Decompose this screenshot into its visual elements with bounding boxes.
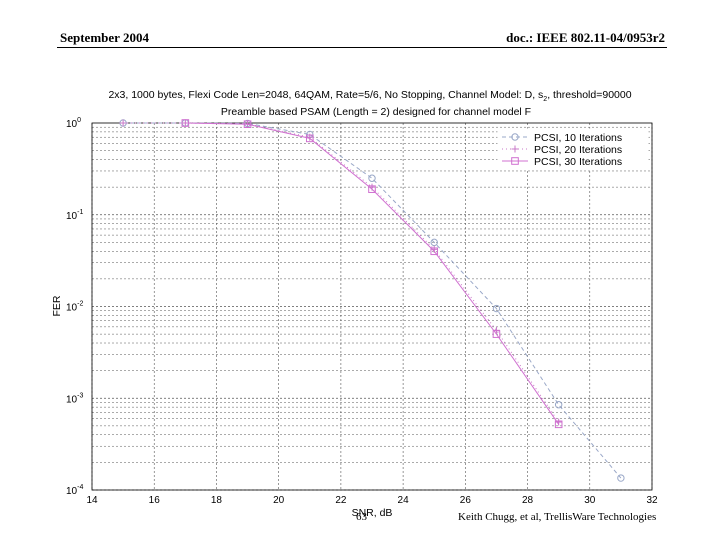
data-point-square [430,247,439,256]
y-tick-label: 100 [66,117,81,130]
data-point-plus [555,418,563,426]
plot-frame [91,122,653,491]
data-point-circle [492,304,501,313]
x-tick-label: 26 [460,495,472,506]
y-tick-label: 10-2 [66,301,83,314]
header-doc-id: doc.: IEEE 802.11-04/0953r2 [506,30,665,45]
x-axis-label: SNR, dB [352,507,393,519]
x-tick-label: 18 [211,495,223,506]
legend-label: PCSI, 30 Iterations [534,156,622,168]
data-point-plus [119,119,127,127]
header-divider [57,47,667,48]
legend-label: PCSI, 20 Iterations [534,144,622,156]
data-point-square [181,119,190,127]
x-tick-label: 28 [522,495,534,506]
data-point-circle [430,238,438,247]
data-point-square [492,330,501,338]
y-tick-label: 10-1 [66,209,83,222]
data-point-square [554,420,563,429]
data-point-square [368,185,376,193]
page-number: 63 [356,511,367,523]
series-line [123,122,622,479]
series-line [185,122,560,425]
x-tick-label: 16 [149,495,161,506]
y-axis-label: FER [51,295,63,316]
chart-title-line2: Preamble based PSAM (Length = 2) designe… [221,106,531,118]
data-point-circle [368,174,376,182]
header-date: September 2004 [60,30,149,45]
series-3 [181,119,563,429]
x-tick-label: 24 [398,495,410,506]
legend-label: PCSI, 10 Iterations [534,132,622,144]
chart-title-line1: 2x3, 1000 bytes, Flexi Code Len=2048, 64… [108,89,631,103]
x-tick-label: 32 [646,495,658,506]
x-tick-label: 30 [584,495,596,506]
data-point-circle [511,133,519,141]
author-credit: Keith Chugg, et al, TrellisWare Technolo… [458,511,657,523]
data-point-plus [511,145,519,153]
x-tick-label: 20 [273,495,285,506]
data-point-circle [617,474,625,482]
data-point-square [305,134,314,143]
x-tick-label: 14 [86,495,98,506]
data-point-square [243,120,252,129]
data-point-circle [554,401,563,409]
y-tick-label: 10-3 [66,392,83,405]
data-point-square [511,157,519,165]
y-tick-label: 10-4 [66,484,83,497]
x-tick-label: 22 [335,495,347,506]
series-1 [119,119,625,482]
